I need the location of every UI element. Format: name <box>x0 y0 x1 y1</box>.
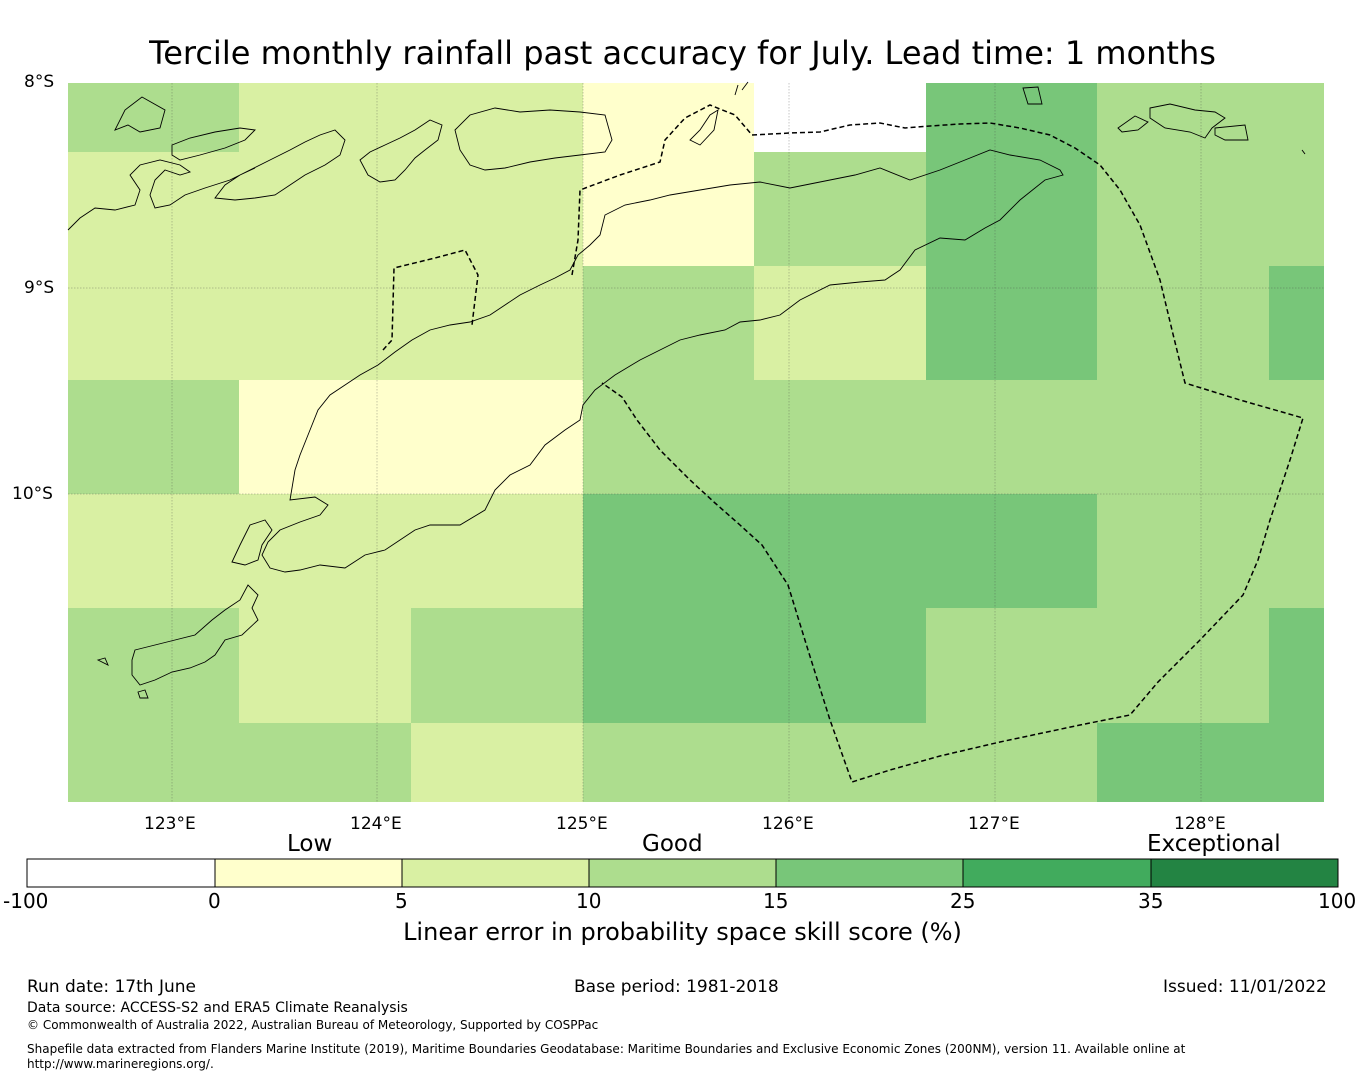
colorbar-label: Linear error in probability space skill … <box>403 918 962 946</box>
colorbar <box>26 858 1339 888</box>
grid-cell <box>68 494 583 608</box>
legend-category: Low <box>287 831 333 857</box>
grid-cell <box>1097 83 1324 152</box>
lon-label: 124°E <box>350 814 402 834</box>
island-coastline <box>454 107 613 171</box>
colorbar-segment <box>401 858 590 888</box>
grid-cell <box>1097 494 1324 608</box>
colorbar-tick: 0 <box>208 889 221 913</box>
island-coastline <box>1149 103 1226 139</box>
grid-cell <box>68 83 239 152</box>
data-source: Data source: ACCESS-S2 and ERA5 Climate … <box>27 1000 408 1016</box>
grid-cell <box>1097 723 1324 802</box>
grid-cell <box>411 608 583 723</box>
colorbar-tick: 100 <box>1318 889 1357 913</box>
island-coastline <box>359 119 443 183</box>
island-coastline <box>131 584 259 686</box>
grid-cell <box>68 608 239 723</box>
grid-cell <box>1269 266 1324 380</box>
run-date: Run date: 17th June <box>27 977 196 997</box>
grid-cell <box>583 83 754 152</box>
grid-cell <box>1097 152 1324 266</box>
lon-label: 125°E <box>556 814 608 834</box>
lon-label: 123°E <box>144 814 196 834</box>
grid-cell <box>239 380 583 494</box>
grid-cell <box>239 608 411 723</box>
colorbar-tick: -100 <box>3 889 49 913</box>
island-coastline <box>1117 115 1149 133</box>
island-coastline <box>1301 149 1306 155</box>
colorbar-tick: 10 <box>576 889 602 913</box>
island-coastline <box>171 127 256 161</box>
issued-date: Issued: 11/01/2022 <box>1163 977 1327 997</box>
grid-cell <box>1269 608 1324 723</box>
grid-cell <box>68 152 583 266</box>
base-period: Base period: 1981-2018 <box>574 977 779 997</box>
grid-cell <box>583 380 1324 494</box>
island-coastline <box>67 129 346 231</box>
island-coastline <box>1022 86 1043 105</box>
grid-cell <box>68 723 411 802</box>
colorbar-tick: 25 <box>950 889 976 913</box>
chart-title: Tercile monthly rainfall past accuracy f… <box>149 34 1216 72</box>
grid-cell <box>68 266 583 380</box>
grid-cell <box>926 608 1269 723</box>
shapefile-url: http://www.marineregions.org/. <box>27 1057 214 1071</box>
grid-cell <box>583 266 754 380</box>
colorbar-segment <box>214 858 403 888</box>
colorbar-segment <box>962 858 1152 888</box>
lon-label: 127°E <box>968 814 1020 834</box>
grid-cell <box>926 83 1097 152</box>
skill-grid <box>68 83 1324 802</box>
lon-label: 128°E <box>1174 814 1226 834</box>
island-coastline <box>1214 124 1249 141</box>
island-coastline <box>114 96 166 133</box>
colorbar-segment <box>588 858 777 888</box>
grid-cell <box>68 380 239 494</box>
island-coastline <box>231 519 273 566</box>
grid-cell <box>583 723 1097 802</box>
island-coastline <box>734 81 749 96</box>
grid-cell <box>583 494 1097 608</box>
eez-boundary <box>382 249 479 351</box>
grid-cell <box>754 266 926 380</box>
island-coastline <box>137 689 149 699</box>
lat-label: 10°S <box>12 484 53 504</box>
gridlines <box>68 83 1324 802</box>
lon-label: 126°E <box>762 814 814 834</box>
coastlines <box>67 81 1306 699</box>
shapefile-credit: Shapefile data extracted from Flanders M… <box>27 1042 1186 1056</box>
legend-category: Exceptional <box>1147 831 1281 857</box>
lat-label: 9°S <box>24 278 55 298</box>
colorbar-segment <box>775 858 964 888</box>
legend-category: Good <box>642 831 703 857</box>
island-coastline <box>96 657 109 666</box>
eez-boundary <box>571 104 1304 783</box>
grid-cell <box>926 266 1097 380</box>
colorbar-tick: 15 <box>763 889 789 913</box>
timor-coastline <box>261 149 1064 573</box>
island-coastline <box>689 109 719 146</box>
lat-label: 8°S <box>24 72 55 92</box>
grid-cell <box>1097 266 1269 380</box>
maritime-boundaries <box>382 104 1304 783</box>
colorbar-segment <box>26 858 216 888</box>
grid-cell <box>411 723 583 802</box>
colorbar-tick: 35 <box>1138 889 1164 913</box>
grid-cell <box>583 608 926 723</box>
colorbar-tick: 5 <box>395 889 408 913</box>
grid-cell <box>754 152 926 266</box>
grid-cell <box>239 83 583 152</box>
copyright: © Commonwealth of Australia 2022, Austra… <box>27 1018 599 1032</box>
grid-cell <box>583 152 754 266</box>
colorbar-segment <box>1150 858 1339 888</box>
